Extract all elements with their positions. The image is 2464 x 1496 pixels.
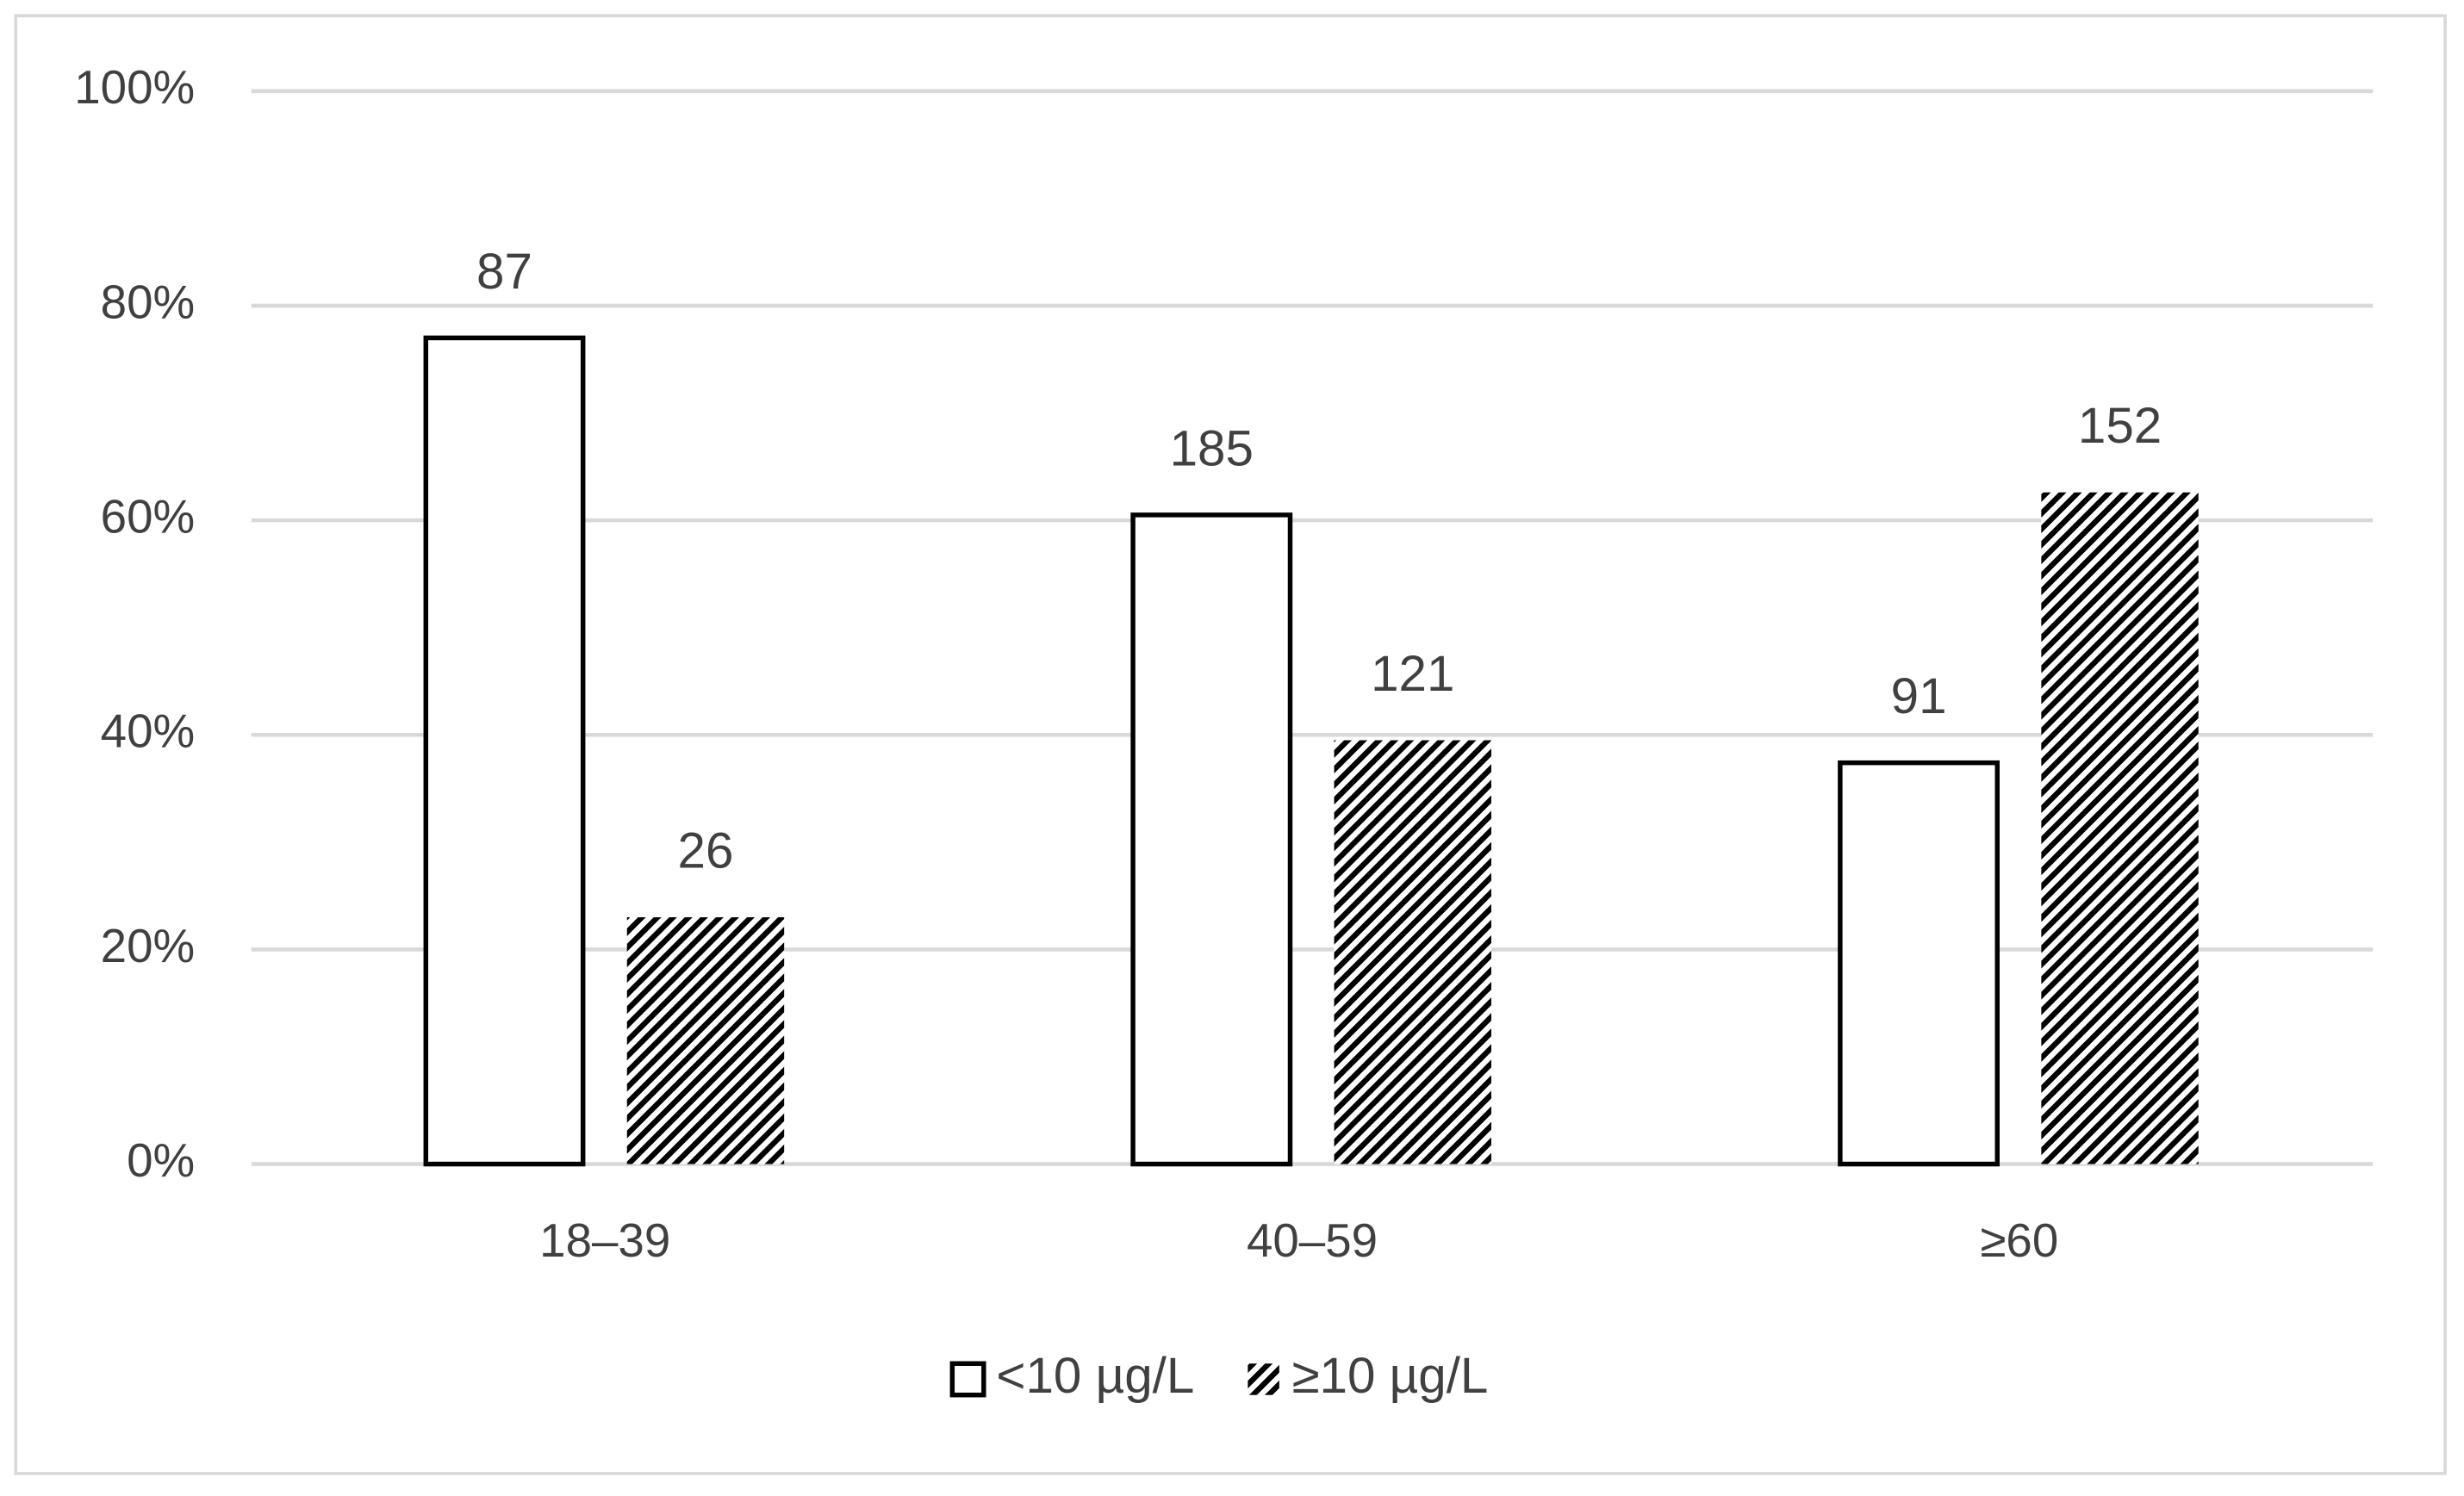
y-tick-label: 100% [74,60,195,114]
x-tick-label: ≥60 [1980,1214,2058,1267]
y-tick-label: 60% [101,490,196,543]
data-label: 152 [2078,398,2162,454]
y-tick-label: 80% [101,275,196,328]
bar [626,917,785,1164]
bar [1130,512,1293,1167]
data-label: 26 [678,823,734,879]
data-label: 185 [1170,420,1254,476]
bar [2041,492,2199,1164]
legend-swatch [1248,1363,1279,1395]
bar [1334,740,1491,1164]
y-tick-label: 40% [101,705,196,758]
x-tick-label: 18–39 [539,1214,670,1267]
data-label: 91 [1891,668,1947,724]
legend-label: <10 µg/L [996,1348,1194,1404]
legend-label: ≥10 µg/L [1291,1348,1488,1404]
bar [1838,760,2000,1167]
y-tick-label: 0% [127,1133,195,1187]
legend-swatch [949,1361,986,1398]
y-tick-label: 20% [101,919,196,972]
data-label: 121 [1371,646,1454,702]
bar [423,335,586,1167]
x-tick-label: 40–59 [1247,1214,1378,1267]
data-label: 87 [476,244,532,300]
